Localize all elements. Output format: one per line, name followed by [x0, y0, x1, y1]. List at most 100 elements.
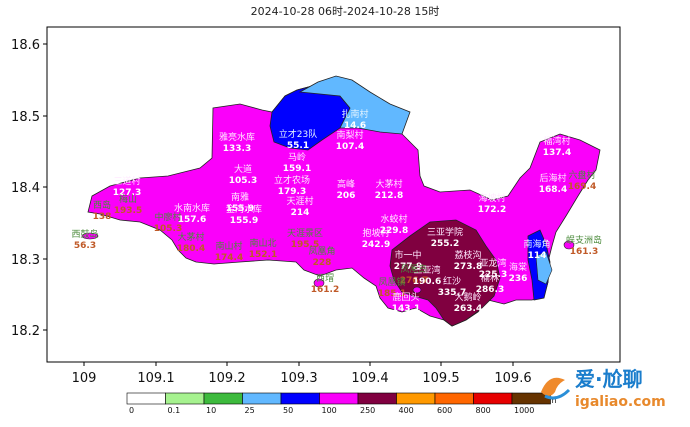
station-rainfall-value: 174.4 [215, 253, 243, 263]
x-tick-label: 109.1 [137, 371, 174, 386]
station-rainfall-value: 286.3 [476, 285, 504, 295]
station-rainfall-value: 190.6 [413, 277, 441, 287]
x-tick-label: 109.3 [280, 371, 317, 386]
station-name: 鹿回头 [392, 291, 419, 303]
station-rainfall-value: 236 [509, 274, 528, 284]
station-rainfall-value: 229.8 [380, 226, 408, 236]
legend-break-label: 50 [283, 406, 293, 415]
station-name: 中廖村 [154, 211, 181, 223]
station-rainfall-value: 143.1 [392, 304, 420, 314]
rainfall-area-250-400 [389, 219, 501, 327]
station-rainfall-value: 155.9 [230, 216, 258, 226]
x-tick-label: 109.4 [351, 371, 388, 386]
station-name: 红沙 [443, 275, 461, 287]
station-rainfall-value: 180.4 [177, 244, 205, 254]
x-tick-label: 109.2 [208, 371, 245, 386]
station-name: 三亚学院 [427, 226, 463, 238]
logo-icon [541, 377, 571, 400]
station-name: 福湾村 [543, 135, 570, 147]
y-tick-label: 18.2 [11, 324, 40, 339]
station-name: 立才农场 [274, 174, 310, 186]
station-rainfall-value: 168.4 [539, 185, 567, 195]
island-wuzhizhou [563, 240, 575, 250]
legend-break-label: 1000 [514, 406, 534, 415]
y-axis: 18.6 18.5 18.4 18.3 18.2 [11, 38, 47, 339]
station-name: 海棠 [509, 261, 527, 273]
station-rainfall-value: 137.4 [543, 148, 571, 158]
station-rainfall-value: 169.4 [568, 182, 596, 192]
station-name: 西鼓岛 [71, 228, 98, 240]
island-fenghuang [412, 286, 422, 294]
rainfall-area-25-50 [298, 75, 411, 135]
legend-swatch [434, 392, 474, 405]
station-rainfall-value: 105.3 [229, 176, 257, 186]
legend-break-label: 800 [476, 406, 491, 415]
station-rainfall-value: 335.7 [438, 288, 466, 298]
station-rainfall-value: 55.1 [287, 141, 309, 151]
station-name: 高峰 [337, 178, 355, 190]
legend-break-label: 0 [129, 406, 134, 415]
station-name: 市一中 [394, 249, 421, 261]
legend-swatch [473, 392, 513, 405]
station-name: 南山村 [215, 240, 242, 252]
station-name: 天涯景区 [287, 228, 323, 239]
station-name: 立才23队 [279, 128, 317, 140]
station-rainfall-value: 105.3 [154, 224, 182, 234]
station-name: 亚龙湾 [479, 257, 506, 269]
station-rainfall-value: 273.8 [454, 262, 482, 272]
legend-break-label: 100 [322, 406, 337, 415]
x-tick-label: 109.5 [422, 371, 459, 386]
station-rainfall-value: 152.1 [249, 250, 277, 260]
legend-swatch [165, 392, 205, 405]
station-rainfall-value: 276.7 [400, 276, 428, 286]
station-name: 抱坡村 [362, 227, 389, 239]
station-name: 南海角 [523, 238, 550, 250]
map-title: 2024-10-28 06时-2024-10-28 15时 [250, 5, 440, 18]
station-rainfall-value: 127.3 [113, 188, 141, 198]
station-rainfall-value: 195.5 [291, 240, 319, 250]
legend-swatch [357, 392, 397, 405]
station-rainfall-value: 212.8 [375, 191, 403, 201]
island-xigu [81, 232, 99, 240]
legend-break-label: 0.1 [168, 406, 181, 415]
legend-swatch [280, 392, 320, 405]
station-name: 南雅 [231, 191, 249, 203]
legend-break-label: 25 [245, 406, 255, 415]
station-name: 榆林 [481, 272, 499, 284]
station-name: 大道 [234, 163, 252, 175]
legend-swatch [396, 392, 436, 405]
station-name: 大鹅岭 [454, 291, 481, 303]
station-rainfall-value: 172.2 [478, 205, 506, 215]
station-name: 马岭 [288, 151, 306, 163]
station-name: 西岛 [93, 199, 111, 211]
station-rainfall-value: 157.6 [178, 215, 206, 225]
station-rainfall-value: 242.9 [362, 240, 390, 250]
x-tick-label: 109.6 [494, 371, 531, 386]
station-rainfall-value: 159.1 [283, 164, 311, 174]
rainfall-area-25-50-east [535, 251, 553, 285]
station-name: 大茅村 [177, 231, 204, 243]
watermark-site: igaliao.com [575, 394, 666, 410]
legend-swatch [203, 392, 243, 405]
watermark-name: 爱·尬聊 [575, 367, 643, 391]
station-name: 雅亮水库 [219, 131, 255, 143]
y-tick-label: 18.5 [11, 110, 40, 125]
station-rainfall-value: 155.9 [226, 204, 254, 214]
station-name: 南山北 [249, 237, 276, 249]
station-rainfall-value: 179.3 [278, 187, 306, 197]
station-name: 后海村 [539, 172, 566, 184]
station-rainfall-value: 228 [313, 258, 332, 268]
station-name: 西瑁 [316, 273, 334, 284]
station-name: 梅山 [119, 193, 137, 205]
station-name: 三道村 [113, 175, 140, 187]
station-rainfall-value: 107.4 [336, 142, 364, 152]
station-rainfall-value: 206 [337, 191, 356, 201]
island-xi-mao [313, 278, 325, 288]
station-name: 蜈支洲岛 [566, 234, 602, 246]
station-rainfall-value: 133.3 [223, 144, 251, 154]
station-rainfall-value: 138 [93, 212, 112, 222]
legend-break-label: 250 [360, 406, 375, 415]
station-rainfall-value: 255.2 [431, 239, 459, 249]
